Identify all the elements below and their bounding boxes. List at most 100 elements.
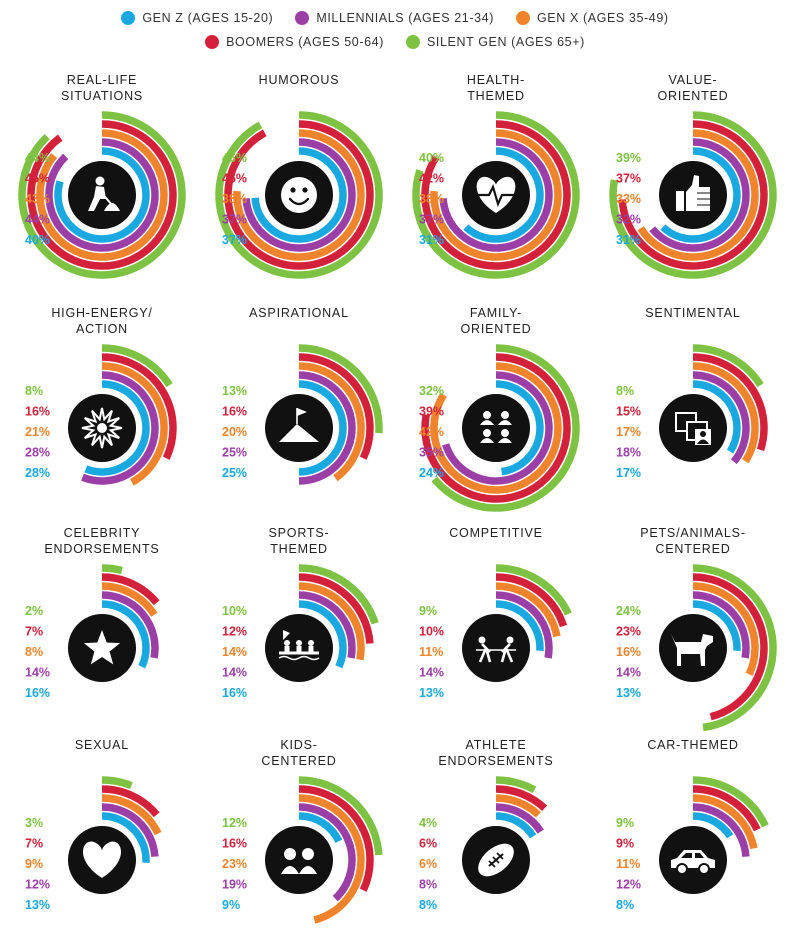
heart-icon [83,841,121,878]
arc-bar-boomers [298,353,374,460]
data-label-gen-z: 8% [616,898,634,912]
arc-bar-silent-gen [692,564,777,732]
heartbeat-icon [476,176,516,213]
chart-panel: 24% 23% 16% 14% 13% PETS/ANIMALS- CENTERED [601,525,790,740]
arc-bar-silent-gen [495,776,537,794]
legend-row-2: BOOMERS (AGES 50-64) SILENT GEN (AGES 65… [0,30,790,54]
data-label-gen-z: 40% [25,233,50,247]
icon-badge [462,614,530,682]
data-label-boomers: 42% [419,172,444,186]
chart-panel: 46% 46% 38% 37% 37% HUMOROUS [207,72,404,287]
chart-title-line: ASPIRATIONAL [249,306,349,320]
data-label-gen-x: 38% [419,192,444,206]
arc-bar-gen-z [54,147,150,243]
arc-bar-gen-x [101,582,158,617]
data-label-boomers: 23% [616,625,641,639]
legend-swatch [121,11,136,25]
chart-title-line: REAL-LIFE [66,73,138,87]
arc-bar-boomers [692,573,768,721]
arc-bar-gen-x [298,362,365,482]
arc-bar-boomers [618,120,768,270]
chart-panel: 40% 42% 38% 37% 31% HEALTH- THEMED [404,72,601,287]
arc-bar-gen-z [251,147,347,243]
radial-chart: 12% 16% 23% 19% 9% [222,776,383,924]
arc-bar-silent-gen [609,111,777,279]
legend-swatch [205,35,220,49]
legend-swatch [515,11,530,25]
dog-icon [671,634,713,666]
photos-icon [675,412,711,445]
arc-bar-millennials [101,591,159,659]
arc-bar-millennials [81,371,159,485]
radial-chart: 9% 9% 11% 12% 8% [616,776,769,912]
chart-title-line: ENDORSEMENTS [438,754,554,768]
worker-icon [88,176,120,211]
chart-panel: 13% 16% 20% 25% 25% ASPIRATIONAL [207,305,404,520]
data-label-gen-z: 9% [222,898,240,912]
football-icon [478,843,514,877]
data-label-boomers: 10% [419,625,444,639]
data-label-silent-gen: 46% [222,151,247,165]
data-label-silent-gen: 12% [222,816,247,830]
data-label-millennials: 25% [222,446,247,460]
chart-title: SENTIMENTAL [628,305,758,321]
car-icon [671,850,715,875]
chart-title-line: ENDORSEMENTS [44,542,160,556]
arc-bar-gen-x [495,582,561,638]
chart-grid: 44% 45% 43% 44% 40% REAL-LIFE SITUATIONS 46% 46%… [10,72,790,924]
arc-bar-millennials [649,138,750,252]
arc-bar-gen-x [233,129,365,261]
radial-chart: 40% 42% 38% 37% 31% [412,111,580,279]
legend-item-boomers: BOOMERS (AGES 50-64) [205,35,384,49]
data-label-gen-x: 33% [616,192,641,206]
rowing-icon [278,630,320,661]
arc-bar-gen-z [463,147,544,243]
chart-title: KIDS- CENTERED [234,737,364,769]
chart-title-line: PETS/ANIMALS- [640,526,746,540]
arc-bar-gen-x [692,362,759,464]
data-label-millennials: 14% [419,666,444,680]
legend-label: GEN X (AGES 35-49) [536,11,669,25]
chart-title-line: HIGH-ENERGY/ [51,306,153,320]
data-label-boomers: 46% [222,172,247,186]
data-label-gen-x: 23% [222,857,247,871]
thumbs-up-icon [676,175,710,211]
chart-panel: 44% 45% 43% 44% 40% REAL-LIFE SITUATIONS [10,72,207,287]
data-label-millennials: 37% [222,213,247,227]
chart-title-line: VALUE- [668,73,718,87]
arc-bar-millennials [692,371,750,465]
data-label-silent-gen: 24% [616,604,641,618]
arc-bar-gen-x [430,362,562,494]
data-label-boomers: 15% [616,405,641,419]
data-label-gen-x: 6% [419,857,437,871]
icon-badge [265,826,333,894]
chart-title: SEXUAL [37,737,167,753]
arc-bar-gen-x [430,129,562,261]
arc-bar-boomers [495,573,568,628]
radial-chart: 10% 12% 14% 14% 16% [222,564,379,700]
data-label-gen-x: 11% [616,857,640,871]
chart-title-line: COMPETITIVE [449,526,543,540]
legend-label: SILENT GEN (AGES 65+) [426,35,585,49]
data-label-gen-z: 16% [222,686,247,700]
arc-bar-gen-z [298,380,347,476]
arc-bar-gen-z [660,147,741,243]
arc-bar-silent-gen [298,564,379,625]
arc-bar-millennials [495,803,544,834]
icon-badge [462,394,530,462]
radial-chart: 32% 39% 42% 35% 24% [419,344,580,512]
data-label-boomers: 16% [222,405,247,419]
arc-bar-silent-gen [298,776,383,856]
arc-bar-gen-z [692,380,741,454]
chart-title-line: THEMED [270,542,328,556]
radial-chart: 24% 23% 16% 14% 13% [616,564,777,732]
kids-icon [281,848,317,874]
arc-bar-gen-z [495,812,537,839]
data-label-gen-z: 13% [25,898,50,912]
arc-bar-millennials [242,138,356,252]
arc-bar-boomers [692,785,761,832]
radial-chart: 44% 45% 43% 44% 40% [18,111,186,279]
arc-bar-gen-x [692,794,758,850]
arc-bar-millennials [298,371,356,485]
arc-bar-gen-x [298,582,365,661]
